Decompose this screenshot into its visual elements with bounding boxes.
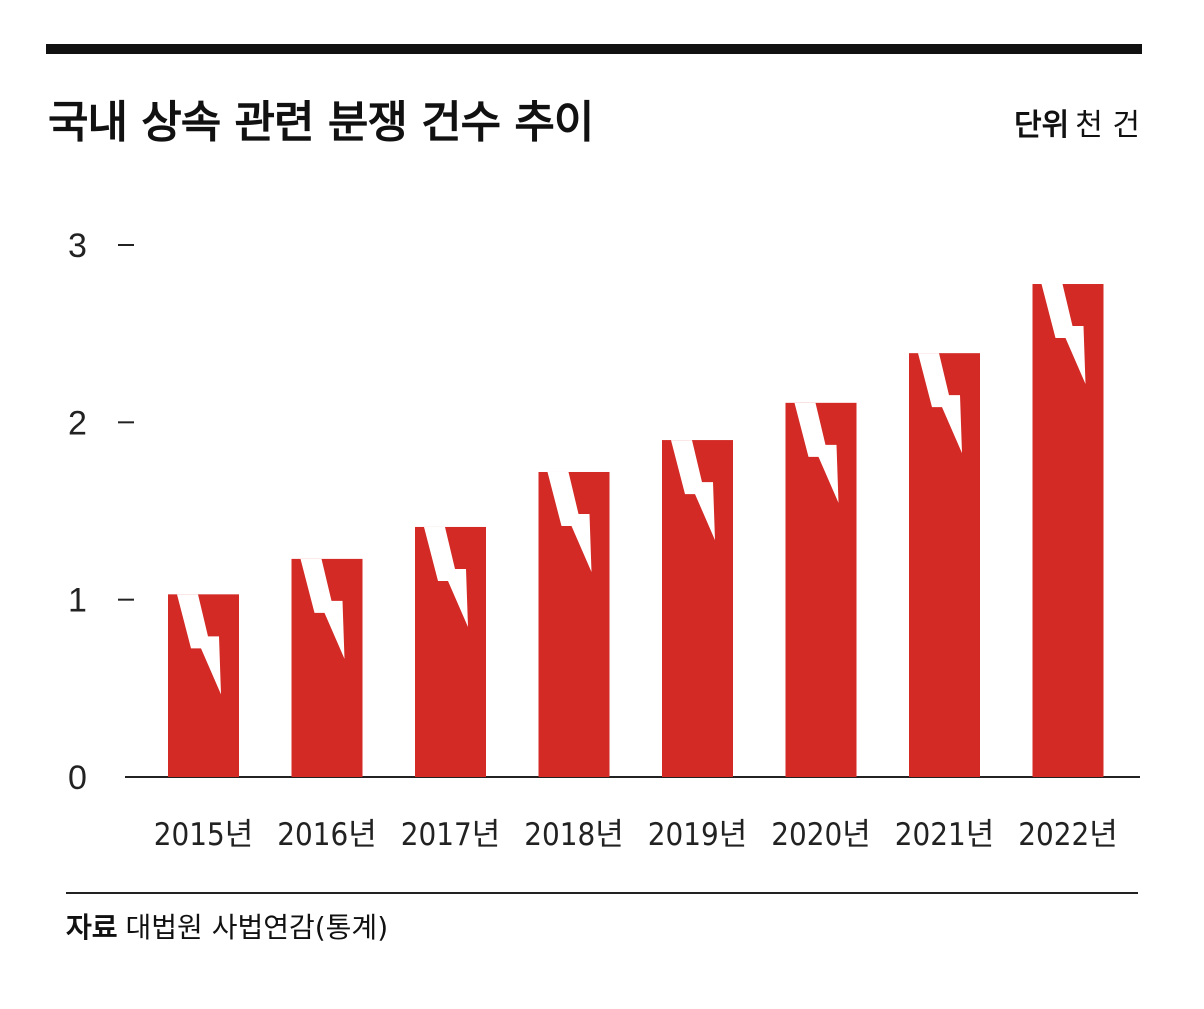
unit-value: 천 건 [1075, 108, 1140, 143]
bar [909, 353, 980, 777]
chart-title: 국내 상속 관련 분쟁 건수 추이 [48, 97, 594, 148]
source-value: 대법원 사법연감(통계) [125, 911, 389, 944]
x-tick-label: 2020년 [771, 817, 870, 853]
y-tick-label: 1 [68, 582, 87, 620]
lightning-bolt-icon [177, 594, 221, 695]
unit-key: 단위 [1014, 108, 1070, 143]
x-tick-label: 2021년 [895, 817, 994, 853]
unit-label: 단위 천 건 [1014, 100, 1140, 144]
x-tick-label: 2019년 [648, 817, 747, 853]
lightning-bolt-icon [424, 526, 468, 627]
lightning-bolt-icon [547, 471, 592, 572]
source-note: 자료 대법원 사법연감(통계) [66, 906, 388, 946]
lightning-bolt-icon [671, 440, 715, 541]
lightning-bolt-icon [300, 558, 345, 659]
bar [785, 402, 857, 777]
x-tick-label: 2022년 [1018, 817, 1117, 853]
source-key: 자료 [66, 911, 118, 944]
y-tick-label: 2 [68, 404, 87, 442]
x-tick-label: 2016년 [277, 817, 376, 853]
x-tick-label: 2018년 [524, 817, 623, 853]
y-tick-label: 3 [68, 227, 87, 265]
top-rule [46, 44, 1142, 54]
y-tick-label: 0 [68, 759, 87, 797]
lightning-bolt-icon [794, 402, 839, 503]
bottom-rule [66, 892, 1138, 894]
lightning-bolt-icon [918, 353, 962, 454]
bar-chart: 0 1 2 3 2015년 2016년 2017년 2018년 2019년 2020년 2021년 2… [68, 227, 1140, 853]
bar [1032, 284, 1104, 777]
lightning-bolt-icon [1041, 284, 1086, 385]
x-tick-label: 2015년 [154, 817, 253, 853]
x-tick-label: 2017년 [401, 817, 500, 853]
